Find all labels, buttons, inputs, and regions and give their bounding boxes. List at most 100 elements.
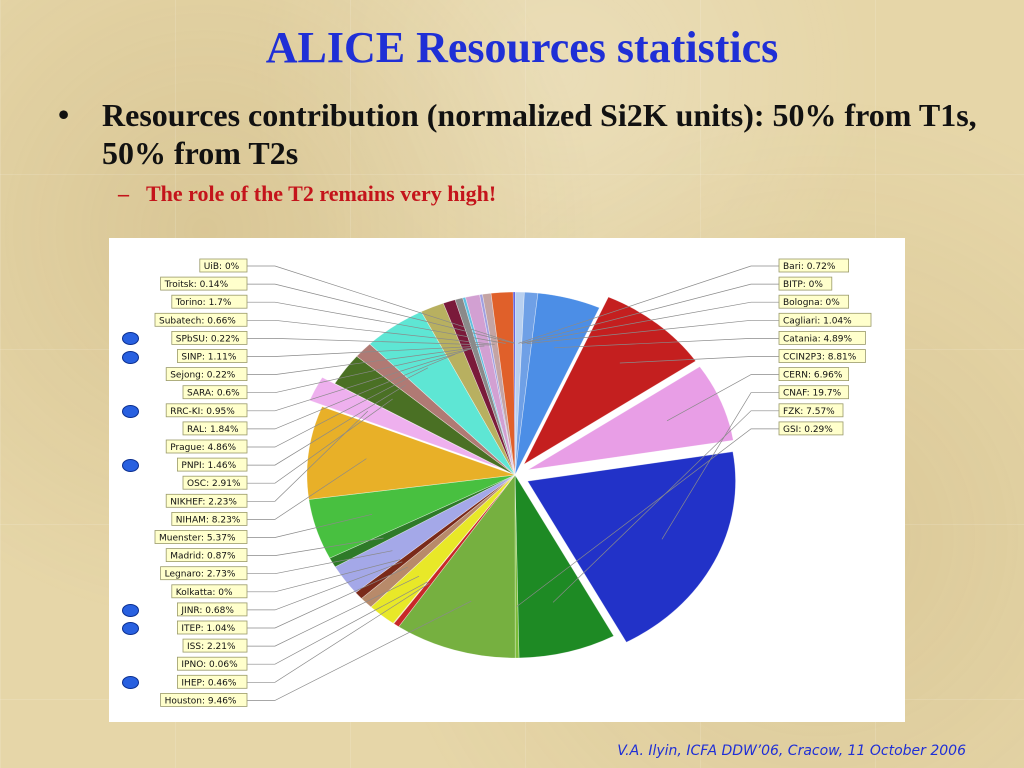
leader-line-rrc-ki: [247, 349, 468, 412]
svg-text:Madrid: 0.87%: Madrid: 0.87%: [170, 552, 236, 562]
leader-line-pnpi: [247, 384, 406, 466]
slice-label-ipno: IPNO: 0.06%: [177, 656, 248, 671]
svg-text:CCIN2P3: 8.81%: CCIN2P3: 8.81%: [783, 353, 857, 363]
slice-label-catania: Catania: 4.89%: [778, 331, 866, 345]
slice-label-nikhef: NIKHEF: 2.23%: [165, 493, 248, 508]
leader-line-jinr: [247, 561, 403, 611]
site-marker-ihep: [122, 676, 139, 690]
svg-text:Houston: 9.46%: Houston: 9.46%: [165, 696, 237, 706]
svg-text:ITEP: 1.04%: ITEP: 1.04%: [181, 624, 235, 634]
leader-line-troitsk: [247, 283, 515, 344]
slice-label-bitp: BITP: 0%: [778, 276, 833, 291]
slice-labels: Bari: 0.72% BITP: 0% Bologna: 0% Cagliari: …: [154, 258, 872, 707]
leader-line-spbsu: [247, 338, 491, 346]
sub-bullet-marker: –: [118, 181, 129, 206]
leader-line-houston: [247, 600, 472, 701]
slice-label-ihep: IHEP: 0.46%: [177, 674, 248, 689]
leader-line-gsi: [516, 428, 779, 608]
slice-label-uib: UiB: 0%: [199, 258, 248, 273]
leader-line-kolkatta: [247, 559, 401, 593]
svg-text:NIKHEF: 2.23%: NIKHEF: 2.23%: [170, 497, 237, 507]
leader-line-osc: [247, 398, 393, 484]
svg-text:IHEP: 0.46%: IHEP: 0.46%: [181, 678, 236, 688]
svg-text:Sejong: 0.22%: Sejong: 0.22%: [170, 371, 236, 381]
sub-bullet-text: The role of the T2 remains very high!: [146, 181, 497, 206]
leader-line-bari: [518, 265, 779, 344]
bullet-marker: •: [58, 96, 70, 132]
leader-line-sejong: [247, 346, 479, 375]
leader-line-ccin2p3: [619, 356, 779, 364]
slice-label-madrid: Madrid: 0.87%: [165, 548, 248, 563]
leader-line-nikhef: [247, 410, 369, 502]
slice-label-cern: CERN: 6.96%: [778, 367, 849, 382]
leader-line-fzk: [552, 410, 779, 603]
slice-label-cagliari: Cagliari: 1.04%: [778, 312, 872, 327]
slice-label-fzk: FZK: 7.57%: [778, 403, 844, 418]
svg-text:SARA: 0.6%: SARA: 0.6%: [187, 389, 240, 399]
leader-line-madrid: [247, 537, 384, 556]
slice-label-cnaf: CNAF: 19.7%: [778, 385, 849, 400]
svg-text:Prague: 4.86%: Prague: 4.86%: [170, 443, 236, 453]
svg-text:CERN: 6.96%: CERN: 6.96%: [783, 371, 843, 381]
leader-line-catania: [554, 338, 779, 349]
site-marker-spbsu: [122, 332, 139, 346]
slice-label-muenster: Muenster: 5.37%: [154, 530, 248, 544]
slice-label-bari: Bari: 0.72%: [778, 258, 849, 273]
slice-label-legnaro: Legnaro: 2.73%: [160, 566, 248, 581]
leader-line-muenster: [247, 513, 373, 538]
svg-text:JINR: 0.68%: JINR: 0.68%: [180, 606, 234, 616]
slice-label-itep: ITEP: 1.04%: [177, 620, 248, 635]
pie-slice-nikhef: [309, 377, 503, 470]
leader-line-bitp: [521, 283, 779, 344]
leader-line-prague: [247, 367, 429, 448]
svg-text:RRC-KI: 0.95%: RRC-KI: 0.95%: [170, 407, 235, 417]
pie-slice-troitsk: [512, 291, 516, 476]
slice-label-sinp: SINP: 1.11%: [177, 349, 248, 363]
pie-slice-niham: [306, 406, 516, 500]
svg-text:SINP: 1.11%: SINP: 1.11%: [181, 353, 236, 363]
svg-text:Kolkatta: 0%: Kolkatta: 0%: [176, 588, 233, 598]
site-marker-sinp: [122, 350, 139, 364]
leader-line-bologna: [521, 301, 779, 344]
svg-text:Bari: 0.72%: Bari: 0.72%: [783, 262, 836, 272]
svg-text:GSI: 0.29%: GSI: 0.29%: [783, 425, 833, 435]
slice-label-niham: NIHAM: 8.23%: [171, 511, 248, 526]
svg-text:Bologna: 0%: Bologna: 0%: [783, 298, 840, 308]
slice-label-prague: Prague: 4.86%: [165, 439, 248, 454]
slice-label-gsi: GSI: 0.29%: [778, 421, 844, 436]
site-marker-jinr: [122, 603, 139, 617]
svg-text:BITP: 0%: BITP: 0%: [783, 280, 823, 290]
slice-label-subatech: Subatech: 0.66%: [154, 312, 248, 327]
pie-slice-houston: [398, 474, 516, 659]
slice-label-jinr: JINR: 0.68%: [177, 602, 248, 617]
svg-text:CNAF: 19.7%: CNAF: 19.7%: [783, 389, 842, 399]
leader-line-uib: [247, 265, 516, 344]
svg-text:Subatech: 0.66%: Subatech: 0.66%: [159, 316, 236, 326]
leader-line-iss: [247, 575, 420, 647]
svg-text:IPNO: 0.06%: IPNO: 0.06%: [181, 660, 238, 670]
leader-line-cern: [666, 374, 779, 422]
slice-label-osc: OSC: 2.91%: [182, 475, 248, 490]
leader-line-torino: [247, 301, 506, 344]
svg-text:Legnaro: 2.73%: Legnaro: 2.73%: [165, 570, 236, 580]
leader-line-legnaro: [247, 550, 393, 575]
leader-line-niham: [247, 458, 367, 520]
leader-line-cnaf: [661, 392, 779, 540]
svg-text:NIHAM: 8.23%: NIHAM: 8.23%: [176, 515, 241, 525]
svg-text:Troitsk: 0.14%: Troitsk: 0.14%: [164, 280, 229, 290]
leader-line-ipno: [247, 581, 428, 665]
svg-text:SPbSU: 0.22%: SPbSU: 0.22%: [176, 334, 240, 344]
leader-line-cagliari: [526, 319, 779, 344]
slice-label-kolkatta: Kolkatta: 0%: [171, 584, 248, 599]
pie-slices: [306, 291, 736, 659]
svg-text:UiB: 0%: UiB: 0%: [204, 262, 240, 272]
pie-slice-ccin2p3: [523, 296, 697, 466]
slice-label-rrc-ki: RRC-KI: 0.95%: [165, 403, 248, 418]
leader-line-subatech: [247, 319, 495, 345]
pie-chart-panel: Bari: 0.72% BITP: 0% Bologna: 0% Cagliari: …: [109, 238, 905, 722]
slice-label-troitsk: Troitsk: 0.14%: [160, 276, 248, 291]
slice-label-pnpi: PNPI: 1.46%: [177, 457, 248, 472]
svg-text:RAL: 1.84%: RAL: 1.84%: [187, 425, 239, 435]
svg-text:FZK: 7.57%: FZK: 7.57%: [783, 407, 835, 417]
svg-text:Muenster: 5.37%: Muenster: 5.37%: [159, 534, 236, 544]
